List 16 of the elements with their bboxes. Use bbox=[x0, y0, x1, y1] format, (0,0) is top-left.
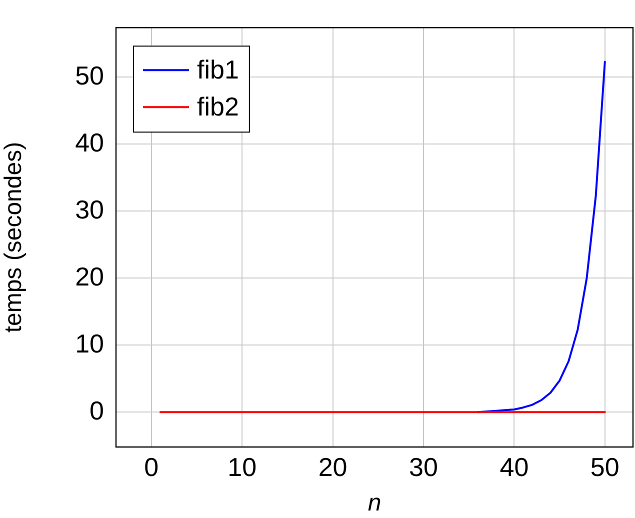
y-tick-label: 40 bbox=[75, 127, 104, 158]
x-tick-label: 40 bbox=[500, 452, 529, 482]
y-tick-label: 0 bbox=[90, 395, 104, 426]
legend-label: fib1 bbox=[197, 54, 239, 84]
y-tick-label: 50 bbox=[75, 60, 104, 90]
y-tick-label: 10 bbox=[75, 328, 104, 358]
x-tick-label: 30 bbox=[409, 452, 438, 482]
x-tick-label: 0 bbox=[144, 452, 159, 482]
x-tick-label: 10 bbox=[228, 452, 257, 482]
legend-label: fib2 bbox=[197, 91, 239, 122]
y-axis-title: temps (secondes) bbox=[0, 142, 28, 333]
x-axis-title: n bbox=[368, 489, 382, 516]
y-tick-label: 30 bbox=[75, 194, 104, 224]
y-tick-label: 20 bbox=[75, 261, 104, 292]
x-tick-label: 50 bbox=[590, 452, 620, 482]
x-tick-label: 20 bbox=[318, 452, 348, 482]
